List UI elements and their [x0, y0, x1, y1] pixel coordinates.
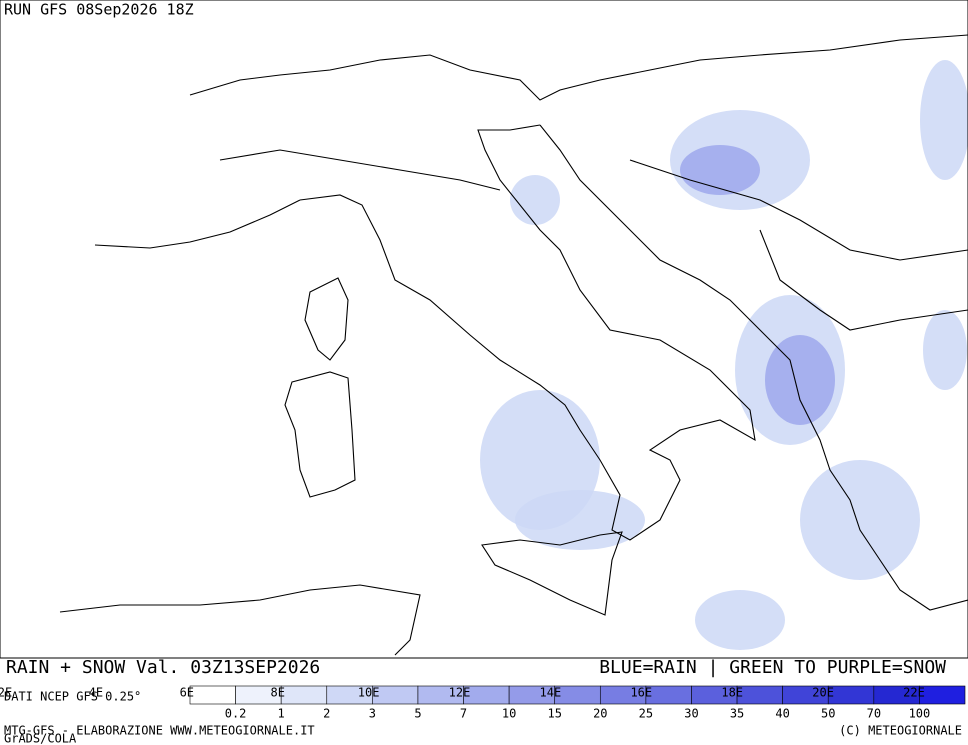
precip — [480, 60, 968, 650]
precip-area — [515, 490, 645, 550]
colorbar: 0.2 1 2 3 5 7 10 15 20 25 30 35 40 50 70 100 — [189, 685, 966, 721]
colorbar-label: 10 — [502, 707, 516, 721]
map-frame — [0, 0, 968, 659]
colorbar-label: 20 — [593, 707, 607, 721]
colorbar-box — [189, 685, 236, 705]
colorbar-label: 40 — [775, 707, 789, 721]
map-title: RAIN + SNOW Val. 03Z13SEP2026 — [6, 657, 320, 678]
balkans — [539, 124, 968, 611]
africa — [59, 584, 421, 656]
colorbar-box — [736, 685, 783, 705]
colorbar-label: 25 — [639, 707, 653, 721]
lon-label: 10E — [358, 686, 380, 700]
colorbar-label: 70 — [867, 707, 881, 721]
colorbar-box — [554, 685, 601, 705]
lon-label: 4E — [89, 686, 103, 700]
colorbar-label: 35 — [730, 707, 744, 721]
colorbar-box — [827, 685, 875, 705]
copyright: (C) METEOGIORNALE — [839, 724, 962, 738]
sicily — [481, 531, 623, 616]
lon-label: 8E — [270, 686, 284, 700]
colorbar-label: 50 — [821, 707, 835, 721]
grads: GrADS/COLA — [4, 732, 77, 745]
colorbar-label: 30 — [684, 707, 698, 721]
precip-area — [923, 310, 967, 390]
lon-label: 16E — [630, 686, 652, 700]
corsica — [304, 277, 349, 361]
alps — [189, 34, 968, 101]
precip-area — [510, 175, 560, 225]
lon-label: 22E — [903, 686, 925, 700]
colorbar-box — [919, 685, 966, 705]
credit: MTG-GFS - ELABORAZIONE WWW.METEOGIORNALE… — [4, 724, 315, 738]
colorbar-label: 2 — [323, 707, 330, 721]
lon-label: 12E — [449, 686, 471, 700]
sardinia — [284, 371, 356, 498]
italy — [299, 124, 756, 541]
coastlines — [59, 34, 968, 656]
france — [94, 199, 301, 249]
legend-note: BLUE=RAIN | GREEN TO PURPLE=SNOW — [599, 657, 946, 678]
colorbar-box — [280, 685, 328, 705]
precip-area — [765, 335, 835, 425]
colorbar-label: 7 — [460, 707, 467, 721]
source: DATI NCEP GFS 0.25° — [4, 690, 141, 704]
lon-label: 6E — [180, 686, 194, 700]
precip-area — [800, 460, 920, 580]
colorbar-label: 100 — [909, 707, 931, 721]
colorbar-box — [463, 685, 510, 705]
lon-label: 2E — [0, 686, 12, 700]
borders — [219, 149, 968, 331]
run-label: RUN GFS 08Sep2026 18Z — [4, 1, 194, 19]
lon-label: 20E — [812, 686, 834, 700]
colorbar-label: 5 — [414, 707, 421, 721]
precip-area — [680, 145, 760, 195]
precip-area — [695, 590, 785, 650]
colorbar-box — [645, 685, 692, 705]
lon-label: 14E — [540, 686, 562, 700]
colorbar-label: 15 — [547, 707, 561, 721]
colorbar-label: 0.2 — [225, 707, 247, 721]
colorbar-label: 3 — [369, 707, 376, 721]
precip-area — [920, 60, 968, 180]
lon-label: 18E — [721, 686, 743, 700]
colorbar-label: 1 — [278, 707, 285, 721]
